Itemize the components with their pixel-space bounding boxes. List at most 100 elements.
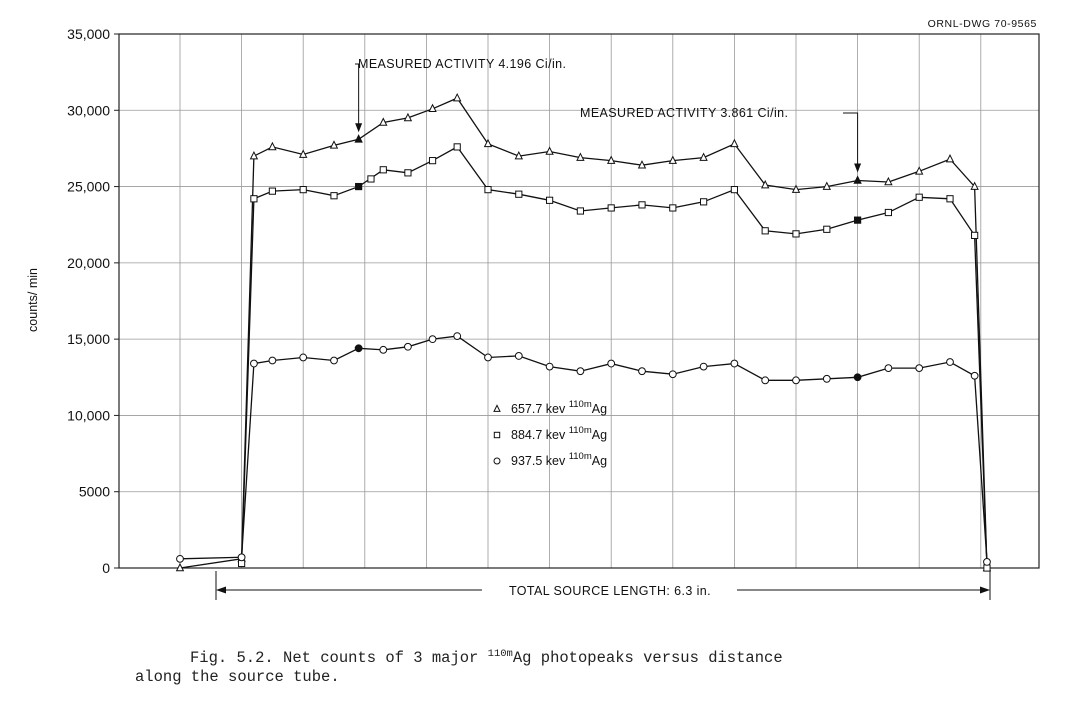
circle-marker [822, 374, 831, 383]
y-tick-label: 25,000 [67, 179, 110, 195]
y-axis: 0 5000 10,000 15,000 20,000 25,000 30,000 35,00… [67, 26, 119, 576]
triangle-marker [514, 150, 524, 160]
dimension-label: TOTAL SOURCE LENGTH: 6.3 in. [509, 584, 711, 598]
square-marker [250, 195, 258, 203]
square-marker [576, 207, 584, 215]
caption-after-sup: Ag photopeaks versus distance [512, 649, 783, 668]
square-marker [792, 230, 800, 238]
square-marker [238, 559, 246, 568]
triangle-marker [268, 141, 277, 151]
triangle-marker [329, 140, 339, 149]
square-marker [268, 187, 276, 195]
circle-marker [884, 364, 893, 373]
legend-entry-circle: 937.5 kev 110mAg [511, 451, 607, 468]
circle-marker [730, 359, 739, 368]
y-axis-label: counts/ min [26, 268, 40, 332]
legend-entry-square: 884.7 kev 110mAg [511, 425, 607, 442]
triangle-marker [760, 179, 770, 189]
square-marker [700, 198, 708, 206]
series-circle [176, 332, 991, 566]
y-tick-label: 20,000 [67, 255, 110, 271]
annotations: MEASURED ACTIVITY 4.196 Ci/in. MEASURED A… [355, 57, 862, 173]
triangle-marker [730, 138, 739, 148]
circle-marker [379, 345, 388, 354]
triangle-marker [354, 134, 363, 143]
dimension-arrow-right [980, 586, 990, 594]
square-marker [367, 175, 375, 183]
circle-marker [792, 376, 800, 385]
triangle-marker [699, 152, 708, 161]
arrow-head [854, 163, 862, 173]
drawing-number: ORNL-DWG 70-9565 [928, 18, 1037, 30]
annotation-label-1: MEASURED ACTIVITY 4.196 Ci/in. [358, 57, 566, 71]
square-marker [607, 204, 615, 212]
circle-marker [514, 352, 523, 360]
square-marker [915, 193, 923, 201]
triangle-marker [298, 149, 308, 158]
square-marker [428, 157, 437, 165]
circle-marker [493, 457, 501, 465]
legend: 657.7 kev 110mAg 884.7 kev 110mAg 937.5 ke… [493, 399, 607, 468]
circle-marker [946, 358, 954, 366]
series-line [240, 146, 988, 569]
square-marker [761, 227, 769, 235]
square-marker [404, 169, 412, 177]
circle-marker [268, 356, 277, 365]
square-marker [493, 431, 501, 439]
circle-marker [299, 353, 308, 362]
triangle-marker [576, 152, 585, 161]
square-marker [546, 196, 554, 204]
source-length-dimension: TOTAL SOURCE LENGTH: 6.3 in. [215, 571, 991, 600]
series-triangle [175, 92, 992, 572]
y-tick-label: 10,000 [67, 407, 110, 423]
square-marker [946, 195, 954, 203]
arrow-head [355, 123, 363, 133]
square-marker [971, 231, 979, 239]
square-marker [330, 192, 338, 200]
dimension-arrow-left [216, 586, 226, 594]
triangle-marker [403, 112, 413, 122]
triangle-marker [945, 153, 955, 163]
circle-marker [970, 371, 979, 380]
circle-marker [607, 359, 616, 368]
plot-frame [118, 33, 1040, 569]
circle-marker [915, 364, 924, 373]
legend-entry-triangle: 657.7 kev 110mAg [511, 399, 607, 416]
triangle-marker [452, 92, 462, 102]
y-tick-label: 5000 [79, 484, 110, 500]
caption-superscript: 110m [487, 648, 513, 660]
square-marker [379, 166, 387, 174]
circle-marker [484, 353, 492, 362]
square-marker [638, 201, 646, 209]
triangle-marker [668, 155, 678, 164]
square-marker [823, 225, 831, 233]
series-layer [175, 92, 992, 572]
series-square [238, 143, 991, 572]
circle-marker [545, 362, 554, 371]
circle-marker [176, 554, 184, 563]
square-marker [299, 186, 307, 194]
square-marker [983, 564, 991, 572]
triangle-marker [493, 404, 501, 412]
caption-line-2: along the source tube. [135, 668, 340, 687]
triangle-marker [637, 160, 647, 169]
annotation-leader-1 [355, 63, 360, 125]
triangle-marker [428, 103, 437, 113]
triangle-marker [249, 150, 259, 160]
circle-marker [853, 373, 862, 382]
chart: 0 5000 10,000 15,000 20,000 25,000 30,000 35,00… [26, 18, 1040, 600]
triangle-marker [884, 176, 893, 186]
y-tick-label: 15,000 [67, 331, 110, 347]
circle-marker [404, 342, 412, 351]
triangle-marker [483, 138, 493, 148]
square-marker [453, 143, 461, 151]
annotation-leader-2 [843, 112, 859, 165]
triangle-marker [606, 155, 616, 164]
square-marker [515, 190, 523, 198]
square-marker [484, 186, 492, 194]
series-line [179, 97, 988, 569]
square-marker [669, 204, 677, 212]
triangle-marker [379, 117, 388, 126]
circle-marker [237, 553, 246, 562]
circle-marker [453, 332, 462, 340]
